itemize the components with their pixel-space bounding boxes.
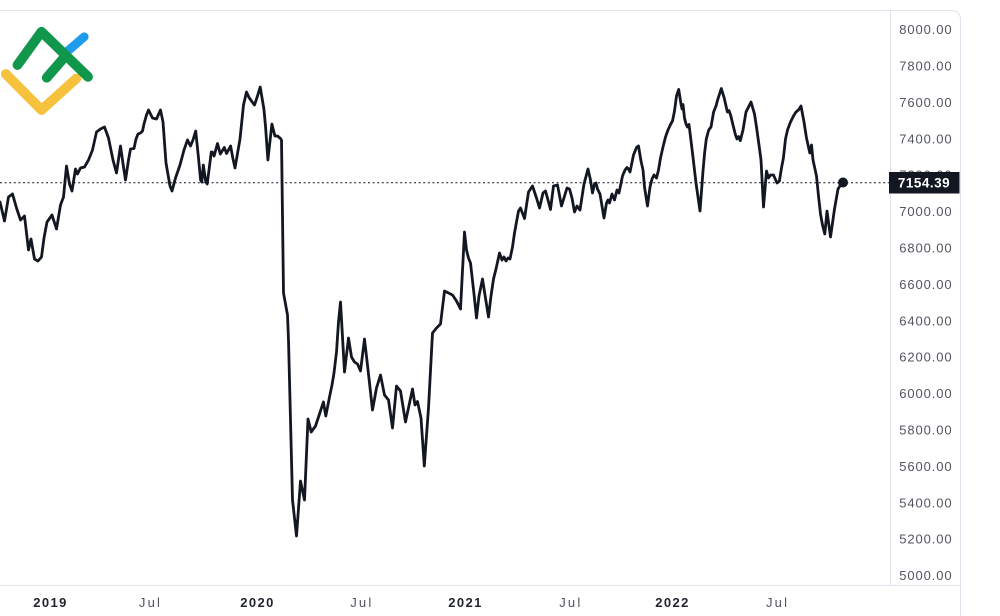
svg-text:7000.00: 7000.00 xyxy=(899,204,952,219)
svg-text:2021: 2021 xyxy=(448,595,483,610)
svg-text:Jul: Jul xyxy=(139,595,162,610)
svg-text:Jul: Jul xyxy=(766,595,789,610)
svg-text:5000.00: 5000.00 xyxy=(899,568,952,583)
svg-text:2022: 2022 xyxy=(655,595,690,610)
svg-text:2020: 2020 xyxy=(240,595,275,610)
svg-text:7154.39: 7154.39 xyxy=(898,176,950,191)
svg-text:5600.00: 5600.00 xyxy=(899,459,952,474)
svg-text:7800.00: 7800.00 xyxy=(899,59,952,74)
svg-text:5200.00: 5200.00 xyxy=(899,532,952,547)
svg-text:7600.00: 7600.00 xyxy=(899,95,952,110)
svg-text:7400.00: 7400.00 xyxy=(899,131,952,146)
svg-text:6200.00: 6200.00 xyxy=(899,350,952,365)
svg-text:6000.00: 6000.00 xyxy=(899,386,952,401)
svg-text:8000.00: 8000.00 xyxy=(899,22,952,37)
svg-text:Jul: Jul xyxy=(350,595,373,610)
svg-text:6600.00: 6600.00 xyxy=(899,277,952,292)
svg-text:Jul: Jul xyxy=(559,595,582,610)
svg-text:2019: 2019 xyxy=(33,595,68,610)
svg-text:6800.00: 6800.00 xyxy=(899,241,952,256)
svg-text:5400.00: 5400.00 xyxy=(899,495,952,510)
svg-text:5800.00: 5800.00 xyxy=(899,423,952,438)
svg-text:6400.00: 6400.00 xyxy=(899,313,952,328)
